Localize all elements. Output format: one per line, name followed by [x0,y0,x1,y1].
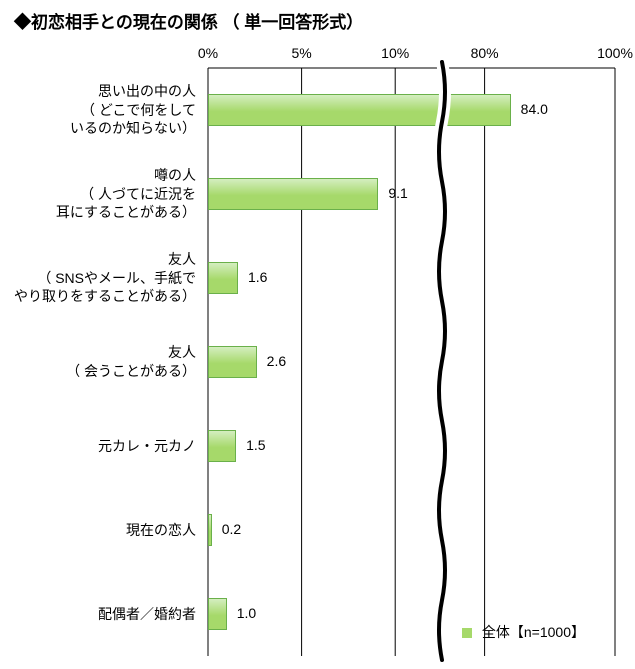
bar [208,262,238,294]
x-tick-label: 10% [381,45,409,61]
bar [208,598,227,630]
bar-value-label: 1.0 [237,605,256,621]
x-tick-label: 100% [597,45,633,61]
category-label: 現在の恋人 [126,521,196,540]
bar-value-label: 0.2 [222,521,241,537]
bar [208,430,236,462]
legend-swatch [462,628,472,638]
bar-value-label: 1.5 [246,437,265,453]
bar-value-label: 2.6 [267,353,286,369]
x-tick-label: 80% [471,45,499,61]
x-tick-label: 0% [198,45,218,61]
bar-value-label: 1.6 [248,269,267,285]
x-tick-label: 5% [291,45,311,61]
category-label: 噂の人 （ 人づてに近況を 耳にすることがある） [56,166,196,223]
bar [208,178,378,210]
bar-value-label: 84.0 [521,101,548,117]
bar-value-label: 9.1 [388,185,407,201]
chart-canvas: ◆初恋相手との現在の関係 （ 単一回答形式） 0%5%10%80%100% 思い… [0,0,635,669]
category-label: 友人 （ SNSやメール、手紙で やり取りをすることがある） [14,250,196,307]
bar [208,94,511,126]
legend: 全体【n=1000】 [462,622,585,642]
category-label: 友人 （ 会うことがある） [66,343,196,381]
category-label: 元カレ・元カノ [98,437,196,456]
category-label: 配偶者／婚約者 [98,605,196,624]
bar [208,346,257,378]
category-label: 思い出の中の人 （ どこで何をして いるのか知らない） [70,82,196,139]
legend-label: 全体【n=1000】 [482,624,585,640]
bar [208,514,212,546]
